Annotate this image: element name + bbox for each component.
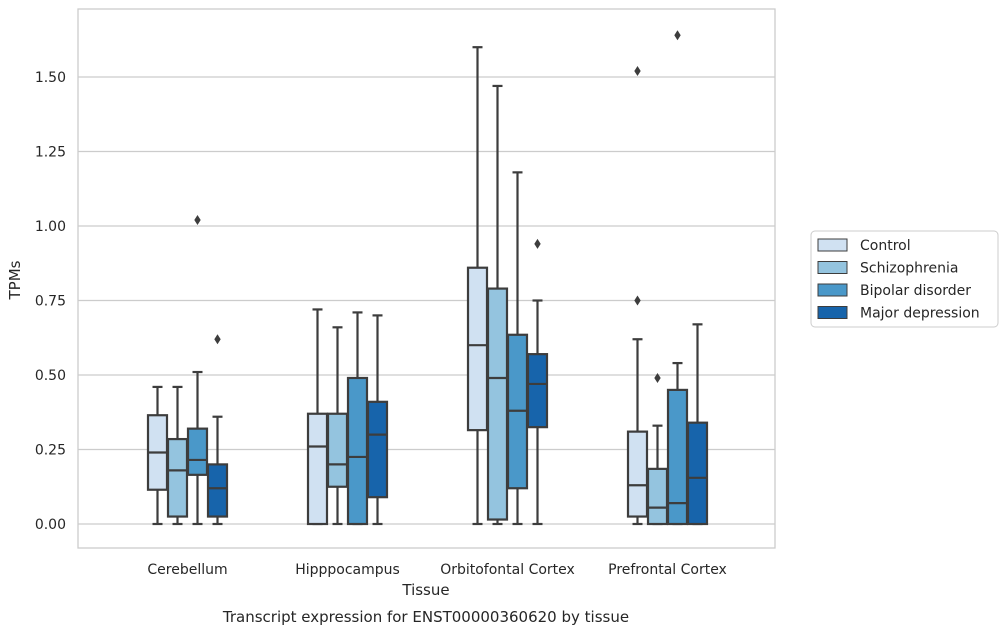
legend-swatch	[817, 238, 848, 252]
box	[326, 412, 349, 488]
box-major-depression	[686, 323, 709, 526]
box	[166, 437, 189, 518]
y-tick-label: 1.50	[35, 70, 66, 86]
outlier-point	[634, 66, 641, 77]
y-tick-label: 1.25	[35, 145, 66, 161]
box	[686, 421, 709, 526]
box	[646, 467, 669, 526]
legend-label: Bipolar disorder	[860, 283, 971, 299]
y-tick-label: 0.00	[35, 517, 66, 533]
y-tick-label: 1.00	[35, 219, 66, 235]
box	[486, 287, 509, 521]
x-axis-label: Tissue	[401, 581, 449, 599]
y-axis-label: TPMs	[6, 260, 24, 300]
x-tick-label: Prefrontal Cortex	[608, 562, 727, 578]
legend-swatch	[817, 261, 848, 274]
box	[626, 430, 649, 518]
box-schizophrenia	[486, 84, 509, 526]
legend-swatch	[817, 283, 848, 297]
box	[306, 412, 329, 526]
y-tick-label: 0.75	[35, 294, 66, 310]
outlier-point	[194, 215, 201, 226]
plot-frame	[77, 8, 776, 549]
legend: Control Schizophrenia Bipolar disorder Majo…	[810, 230, 999, 328]
box-schizophrenia	[166, 385, 189, 526]
legend-label: Schizophrenia	[860, 261, 958, 277]
box-schizophrenia	[326, 326, 349, 526]
box-schizophrenia	[646, 372, 669, 526]
x-tick-label: Hipppocampus	[295, 562, 400, 578]
legend-label: Major depression	[860, 306, 980, 322]
outlier-point	[654, 372, 661, 383]
box-control	[146, 385, 169, 526]
chart-title: Transcript expression for ENST0000036062…	[222, 608, 629, 626]
box-major-depression	[526, 238, 549, 526]
x-tick-labels: Cerebellum Hipppocampus Orbitofontal Corte…	[147, 562, 726, 578]
box	[466, 266, 489, 432]
outlier-point	[674, 30, 681, 41]
legend-swatch	[817, 306, 848, 319]
legend-frame	[810, 230, 999, 328]
y-tick-labels: 0.00 0.25 0.50 0.75 1.00 1.25 1.50	[35, 70, 66, 533]
y-tick-label: 0.25	[35, 443, 66, 459]
box	[526, 353, 549, 429]
outlier-point	[214, 334, 221, 345]
box-bipolar-disorder	[186, 215, 209, 526]
x-tick-label: Orbitofontal Cortex	[440, 562, 575, 578]
box-major-depression	[206, 334, 229, 526]
outlier-point	[534, 238, 541, 249]
box-major-depression	[366, 314, 389, 526]
outlier-point	[634, 295, 641, 306]
box-bipolar-disorder	[506, 171, 529, 526]
box	[186, 427, 209, 476]
box	[346, 376, 369, 526]
legend-label: Control	[860, 238, 911, 254]
box	[366, 400, 389, 499]
y-tick-label: 0.50	[35, 368, 66, 384]
box	[206, 463, 229, 518]
box-bipolar-disorder	[666, 30, 689, 526]
box-control	[466, 46, 489, 526]
x-tick-label: Cerebellum	[147, 562, 227, 578]
boxes	[146, 30, 709, 526]
